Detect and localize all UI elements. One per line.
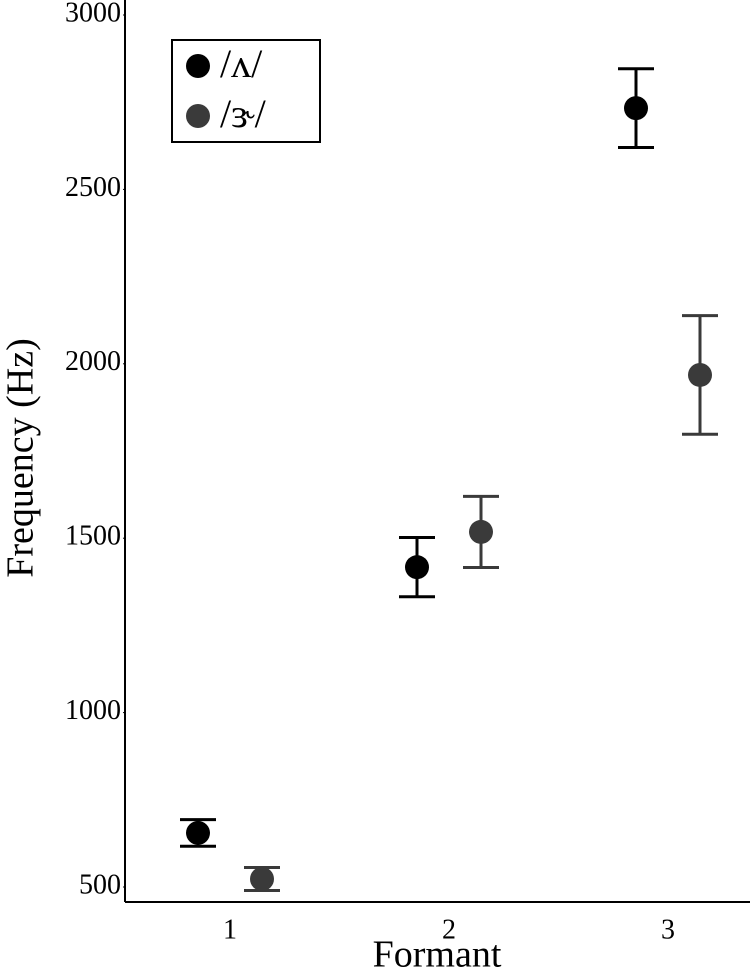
point	[186, 820, 210, 845]
x-tick-label: 1	[223, 914, 237, 945]
legend-marker	[186, 54, 210, 78]
legend-label: /ʌ/	[220, 41, 263, 86]
legend-marker	[186, 104, 210, 128]
point	[624, 96, 648, 121]
x-tick-label: 3	[661, 914, 675, 945]
y-tick-label: 1000	[65, 695, 121, 726]
point	[250, 866, 274, 891]
y-tick-label: 3000	[65, 0, 121, 28]
y-tick-label: 2000	[65, 346, 121, 377]
y-tick-label: 2500	[65, 172, 121, 203]
y-tick-label: 1500	[65, 521, 121, 552]
legend-label: /ɝ/	[220, 91, 267, 136]
point	[405, 555, 429, 580]
y-tick-label: 500	[79, 869, 121, 900]
point	[469, 519, 493, 544]
x-axis-title: Formant	[373, 934, 502, 976]
x-tick-label: 2	[442, 914, 456, 945]
y-axis-title: Frequency (Hz)	[0, 338, 42, 578]
point	[688, 362, 712, 387]
